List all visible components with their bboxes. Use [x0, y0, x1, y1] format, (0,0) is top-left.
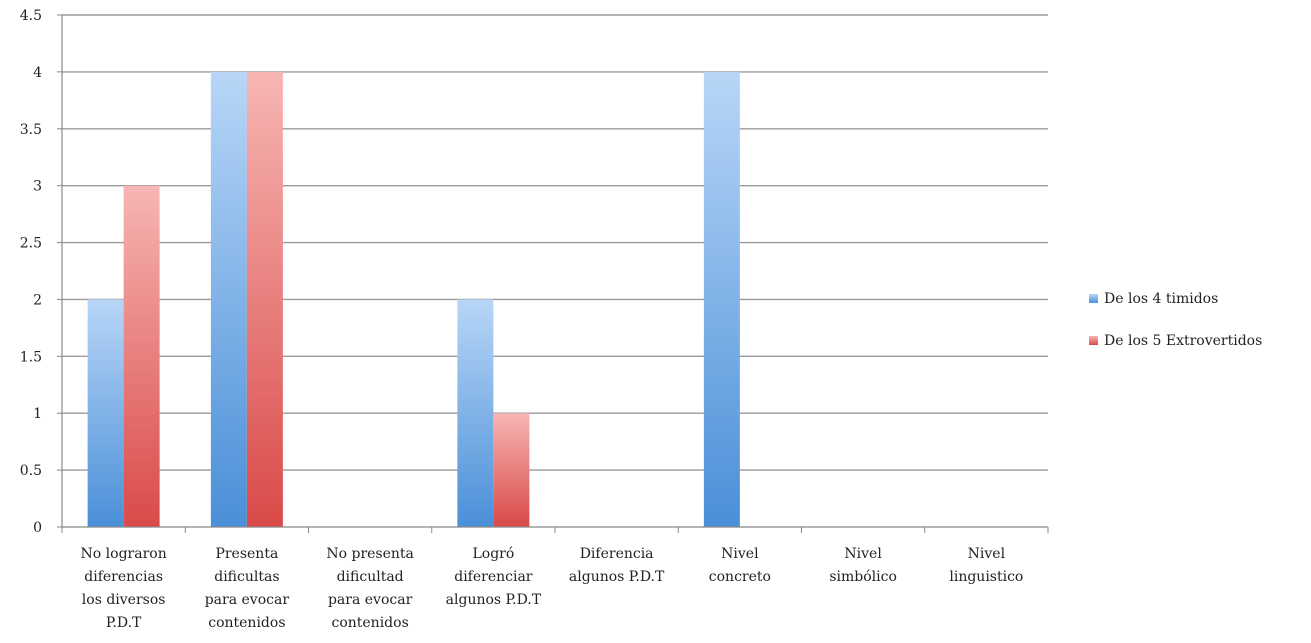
bar-extrovertidos	[123, 185, 160, 527]
axes	[61, 15, 1049, 533]
x-category-label-line: algunos P.D.T	[446, 592, 542, 608]
x-category-label: Diferencia algunos P.D.T	[569, 546, 665, 585]
y-tick-label: 3.5	[20, 122, 42, 138]
x-category-label: No lograron diferencias los diversos P.D.T	[81, 546, 167, 631]
x-category-label-line: No lograron	[81, 546, 167, 562]
legend-label: De los 4 timidos	[1104, 291, 1218, 307]
x-category-label-line: los diversos	[82, 592, 166, 608]
legend-swatch	[1089, 336, 1098, 345]
x-axis-labels: No lograron diferencias los diversos P.D.T P…	[81, 546, 1024, 631]
x-category-label-line: linguistico	[949, 569, 1023, 585]
x-category-label: Presenta dificultas para evocar contenidos	[205, 546, 290, 631]
x-category-label-line: Logró	[472, 546, 514, 562]
bar-timidos	[703, 71, 740, 527]
y-tick-label: 1	[33, 406, 42, 422]
x-category-label: Nivel linguistico	[949, 546, 1023, 585]
x-category-label-line: algunos P.D.T	[569, 569, 665, 585]
y-axis-ticks: 0 0.5 1 1.5 2 2.5 3 3.5 4 4.5	[20, 8, 62, 536]
x-category-label-line: Diferencia	[580, 546, 654, 562]
bar-timidos	[210, 71, 247, 527]
legend: De los 4 timidos De los 5 Extrovertidos	[1089, 291, 1262, 349]
x-category-label-line: contenidos	[208, 615, 285, 631]
y-tick-label: 0	[33, 520, 42, 536]
bar-extrovertidos	[493, 413, 530, 527]
y-tick-label: 4.5	[20, 8, 42, 24]
bar-extrovertidos	[246, 71, 283, 527]
x-category-label-line: concreto	[709, 569, 771, 585]
bar-timidos	[457, 299, 494, 527]
x-category-label: No presenta dificultad para evocar contenid…	[326, 546, 414, 631]
x-category-label-line: Nivel	[968, 546, 1006, 562]
x-category-label: Logró diferenciar algunos P.D.T	[446, 546, 542, 608]
x-category-label: Nivel simbólico	[829, 546, 897, 585]
y-tick-label: 1.5	[20, 349, 42, 365]
y-tick-label: 0.5	[20, 463, 42, 479]
x-category-label-line: P.D.T	[106, 615, 142, 631]
x-category-label-line: Presenta	[215, 546, 278, 562]
x-category-label-line: dificultas	[214, 569, 279, 585]
x-category-label-line: para evocar	[328, 592, 413, 608]
x-category-label-line: contenidos	[331, 615, 408, 631]
x-category-label-line: para evocar	[205, 592, 290, 608]
y-tick-label: 2.5	[20, 236, 42, 252]
x-category-label-line: dificultad	[337, 569, 404, 585]
bar-timidos	[87, 299, 124, 527]
y-tick-label: 4	[33, 65, 42, 81]
x-category-label-line: No presenta	[326, 546, 414, 562]
x-category-label: Nivel concreto	[709, 546, 771, 585]
legend-swatch	[1089, 294, 1098, 303]
legend-label: De los 5 Extrovertidos	[1104, 333, 1262, 349]
y-tick-label: 3	[33, 179, 42, 195]
gridlines	[62, 14, 1048, 471]
bars	[87, 71, 740, 527]
x-category-label-line: simbólico	[829, 569, 897, 585]
y-tick-label: 2	[33, 292, 42, 308]
x-category-label-line: diferenciar	[454, 569, 533, 585]
x-category-label-line: Nivel	[721, 546, 759, 562]
x-category-label-line: diferencias	[84, 569, 163, 585]
x-category-label-line: Nivel	[844, 546, 882, 562]
